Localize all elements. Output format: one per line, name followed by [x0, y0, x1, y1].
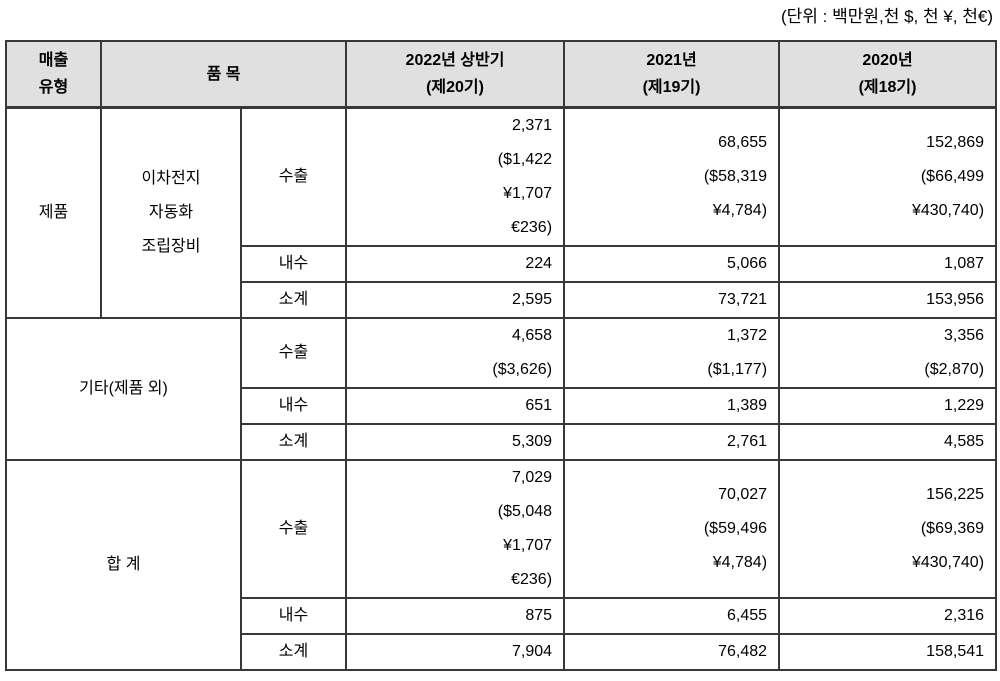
value-2021: 5,066	[563, 245, 781, 283]
channel-label: 소계	[239, 281, 348, 319]
value-2020: 2,316	[778, 597, 998, 635]
table-row-product-domestic: 내수 224 5,066 1,087	[6, 245, 998, 283]
table-row-product-subtotal: 소계 2,595 73,721 153,956	[6, 281, 998, 319]
table-row-total-export: 합 계 수출 7,029 ($5,048 ¥1,707 €236) 70,027…	[5, 459, 998, 671]
value-2021: 6,455	[563, 597, 781, 635]
header-sales-type: 매출 유형	[5, 40, 102, 109]
channel-label: 수출	[239, 106, 348, 247]
sales-type-product: 제품	[5, 106, 102, 319]
value-2022: 5,309	[345, 423, 566, 461]
channel-label: 내수	[239, 387, 348, 425]
channel-label: 수출	[239, 459, 348, 599]
value-2022: 4,658 ($3,626)	[345, 317, 566, 389]
channel-label: 내수	[239, 245, 348, 283]
value-2020: 156,225 ($69,369 ¥430,740)	[778, 459, 998, 599]
value-2021: 1,389	[563, 387, 781, 425]
value-2020: 152,869 ($66,499 ¥430,740)	[778, 106, 998, 247]
sales-breakdown-table: 매출 유형 품 목 2022년 상반기 (제20기) 2021년 (제19기) …	[5, 40, 998, 671]
table-row-total-subtotal: 소계 7,904 76,482 158,541	[6, 633, 998, 671]
header-period-2020: 2020년 (제18기)	[778, 40, 998, 109]
value-2021: 73,721	[563, 281, 781, 319]
channel-label: 소계	[239, 633, 348, 671]
value-2021: 70,027 ($59,496 ¥4,784)	[563, 459, 781, 599]
table-row-total-domestic: 내수 875 6,455 2,316	[6, 597, 998, 635]
item-product: 이차전지 자동화 조립장비	[100, 106, 242, 319]
channel-label: 수출	[239, 317, 348, 389]
sales-type-other: 기타(제품 외)	[5, 317, 242, 461]
value-2020: 1,229	[778, 387, 998, 425]
header-period-2021: 2021년 (제19기)	[563, 40, 781, 109]
header-period-2022: 2022년 상반기 (제20기)	[345, 40, 566, 109]
value-2020: 153,956	[778, 281, 998, 319]
value-2021: 2,761	[563, 423, 781, 461]
value-2022: 7,904	[345, 633, 566, 671]
value-2020: 158,541	[778, 633, 998, 671]
sales-type-total: 합 계	[5, 459, 242, 671]
value-2021: 76,482	[563, 633, 781, 671]
table-row-product-export: 제품 이차전지 자동화 조립장비 수출 2,371 ($1,422 ¥1,707…	[5, 106, 998, 319]
value-2021: 68,655 ($58,319 ¥4,784)	[563, 106, 781, 247]
unit-caption: (단위 : 백만원,천 $, 천 ¥, 천€)	[780, 7, 993, 26]
value-2022: 875	[345, 597, 566, 635]
value-2020: 3,356 ($2,870)	[778, 317, 998, 389]
value-2022: 224	[345, 245, 566, 283]
header-item: 품 목	[99, 40, 348, 109]
value-2022: 2,371 ($1,422 ¥1,707 €236)	[345, 106, 566, 247]
value-2020: 1,087	[778, 245, 998, 283]
value-2020: 4,585	[778, 423, 998, 461]
table-row-other-domestic: 내수 651 1,389 1,229	[6, 387, 998, 425]
header-row: 매출 유형 품 목 2022년 상반기 (제20기) 2021년 (제19기) …	[5, 40, 998, 109]
value-2022: 651	[345, 387, 566, 425]
table-row-other-export: 기타(제품 외) 수출 4,658 ($3,626) 1,372 ($1,177…	[5, 317, 998, 461]
table-row-other-subtotal: 소계 5,309 2,761 4,585	[6, 423, 998, 461]
value-2022: 7,029 ($5,048 ¥1,707 €236)	[345, 459, 566, 599]
value-2022: 2,595	[345, 281, 566, 319]
value-2021: 1,372 ($1,177)	[563, 317, 781, 389]
channel-label: 내수	[239, 597, 348, 635]
channel-label: 소계	[239, 423, 348, 461]
